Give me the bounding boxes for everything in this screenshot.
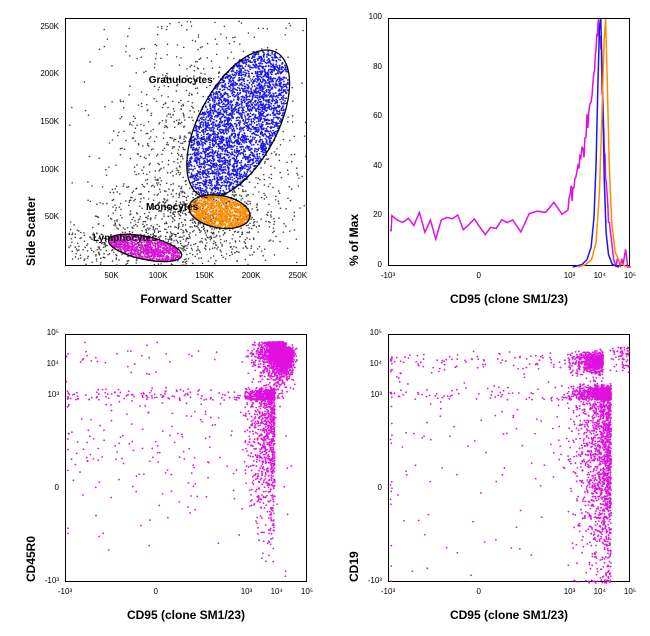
xtick: 200K xyxy=(231,271,271,280)
ytick: 150K xyxy=(10,117,59,126)
ytick: 0 xyxy=(333,483,382,492)
ytick: 100 xyxy=(333,12,382,21)
xtick: 10⁵ xyxy=(610,271,650,280)
xtick: -10³ xyxy=(368,587,408,596)
panel-bottom-right-scatter: CD19CD95 (clone SM1/23)-10³010³10⁴10⁵-10… xyxy=(333,326,640,626)
xtick: 250K xyxy=(278,271,318,280)
hist-lymphocytes xyxy=(390,19,631,267)
ytick: 10³ xyxy=(333,390,382,399)
xtick: 150K xyxy=(185,271,225,280)
plot-area xyxy=(65,18,307,266)
xlabel: Forward Scatter xyxy=(65,292,307,306)
xtick: -10³ xyxy=(368,271,408,280)
xtick: 0 xyxy=(459,587,499,596)
ytick: 0 xyxy=(10,483,59,492)
ytick: 10⁴ xyxy=(10,359,59,368)
xlabel: CD95 (clone SM1/23) xyxy=(65,608,307,622)
ytick: 10⁵ xyxy=(333,328,382,337)
plot-area xyxy=(388,334,630,582)
plot-area xyxy=(65,334,307,582)
ytick: 80 xyxy=(333,62,382,71)
ylabel: % of Max xyxy=(347,214,361,266)
xlabel: CD95 (clone SM1/23) xyxy=(388,608,630,622)
xtick: 10⁵ xyxy=(610,587,650,596)
ytick: 40 xyxy=(333,161,382,170)
gate-label-granulocytes: Granulocytes xyxy=(149,75,213,86)
panel-bottom-left-scatter: CD45R0CD95 (clone SM1/23)-10³010³10⁴10⁵-… xyxy=(10,326,317,626)
xtick: 50K xyxy=(92,271,132,280)
xtick: 10⁵ xyxy=(287,587,327,596)
ytick: -10³ xyxy=(333,576,382,585)
panel-top-right-histogram: % of MaxCD95 (clone SM1/23)-10³010³10⁴10… xyxy=(333,10,640,310)
xtick: 100K xyxy=(138,271,178,280)
ytick: 0 xyxy=(333,260,382,269)
points xyxy=(66,341,298,577)
ytick: 250K xyxy=(10,22,59,31)
ytick: 60 xyxy=(333,111,382,120)
ytick: -10³ xyxy=(10,576,59,585)
ytick: 100K xyxy=(10,165,59,174)
ytick: 20 xyxy=(333,210,382,219)
ytick: 10³ xyxy=(10,390,59,399)
xlabel: CD95 (clone SM1/23) xyxy=(388,292,630,306)
xtick: -10³ xyxy=(45,587,85,596)
plot-area xyxy=(388,18,630,266)
ytick: 10⁴ xyxy=(333,359,382,368)
points xyxy=(390,347,630,584)
ylabel: Side Scatter xyxy=(24,197,38,266)
xtick: 0 xyxy=(136,587,176,596)
ytick: 50K xyxy=(10,212,59,221)
panel-top-left-scatter: Side Scatter Forward Scatter 50K 100K 150K 20… xyxy=(10,10,317,310)
gate-label-lymphocytes: Lymphocytes xyxy=(93,233,157,244)
ytick: 10⁵ xyxy=(10,328,59,337)
xtick: 0 xyxy=(459,271,499,280)
figure-grid: Side Scatter Forward Scatter 50K 100K 150K 20… xyxy=(0,0,650,636)
ytick: 200K xyxy=(10,69,59,78)
gate-label-monocytes: Monocytes xyxy=(146,202,198,213)
